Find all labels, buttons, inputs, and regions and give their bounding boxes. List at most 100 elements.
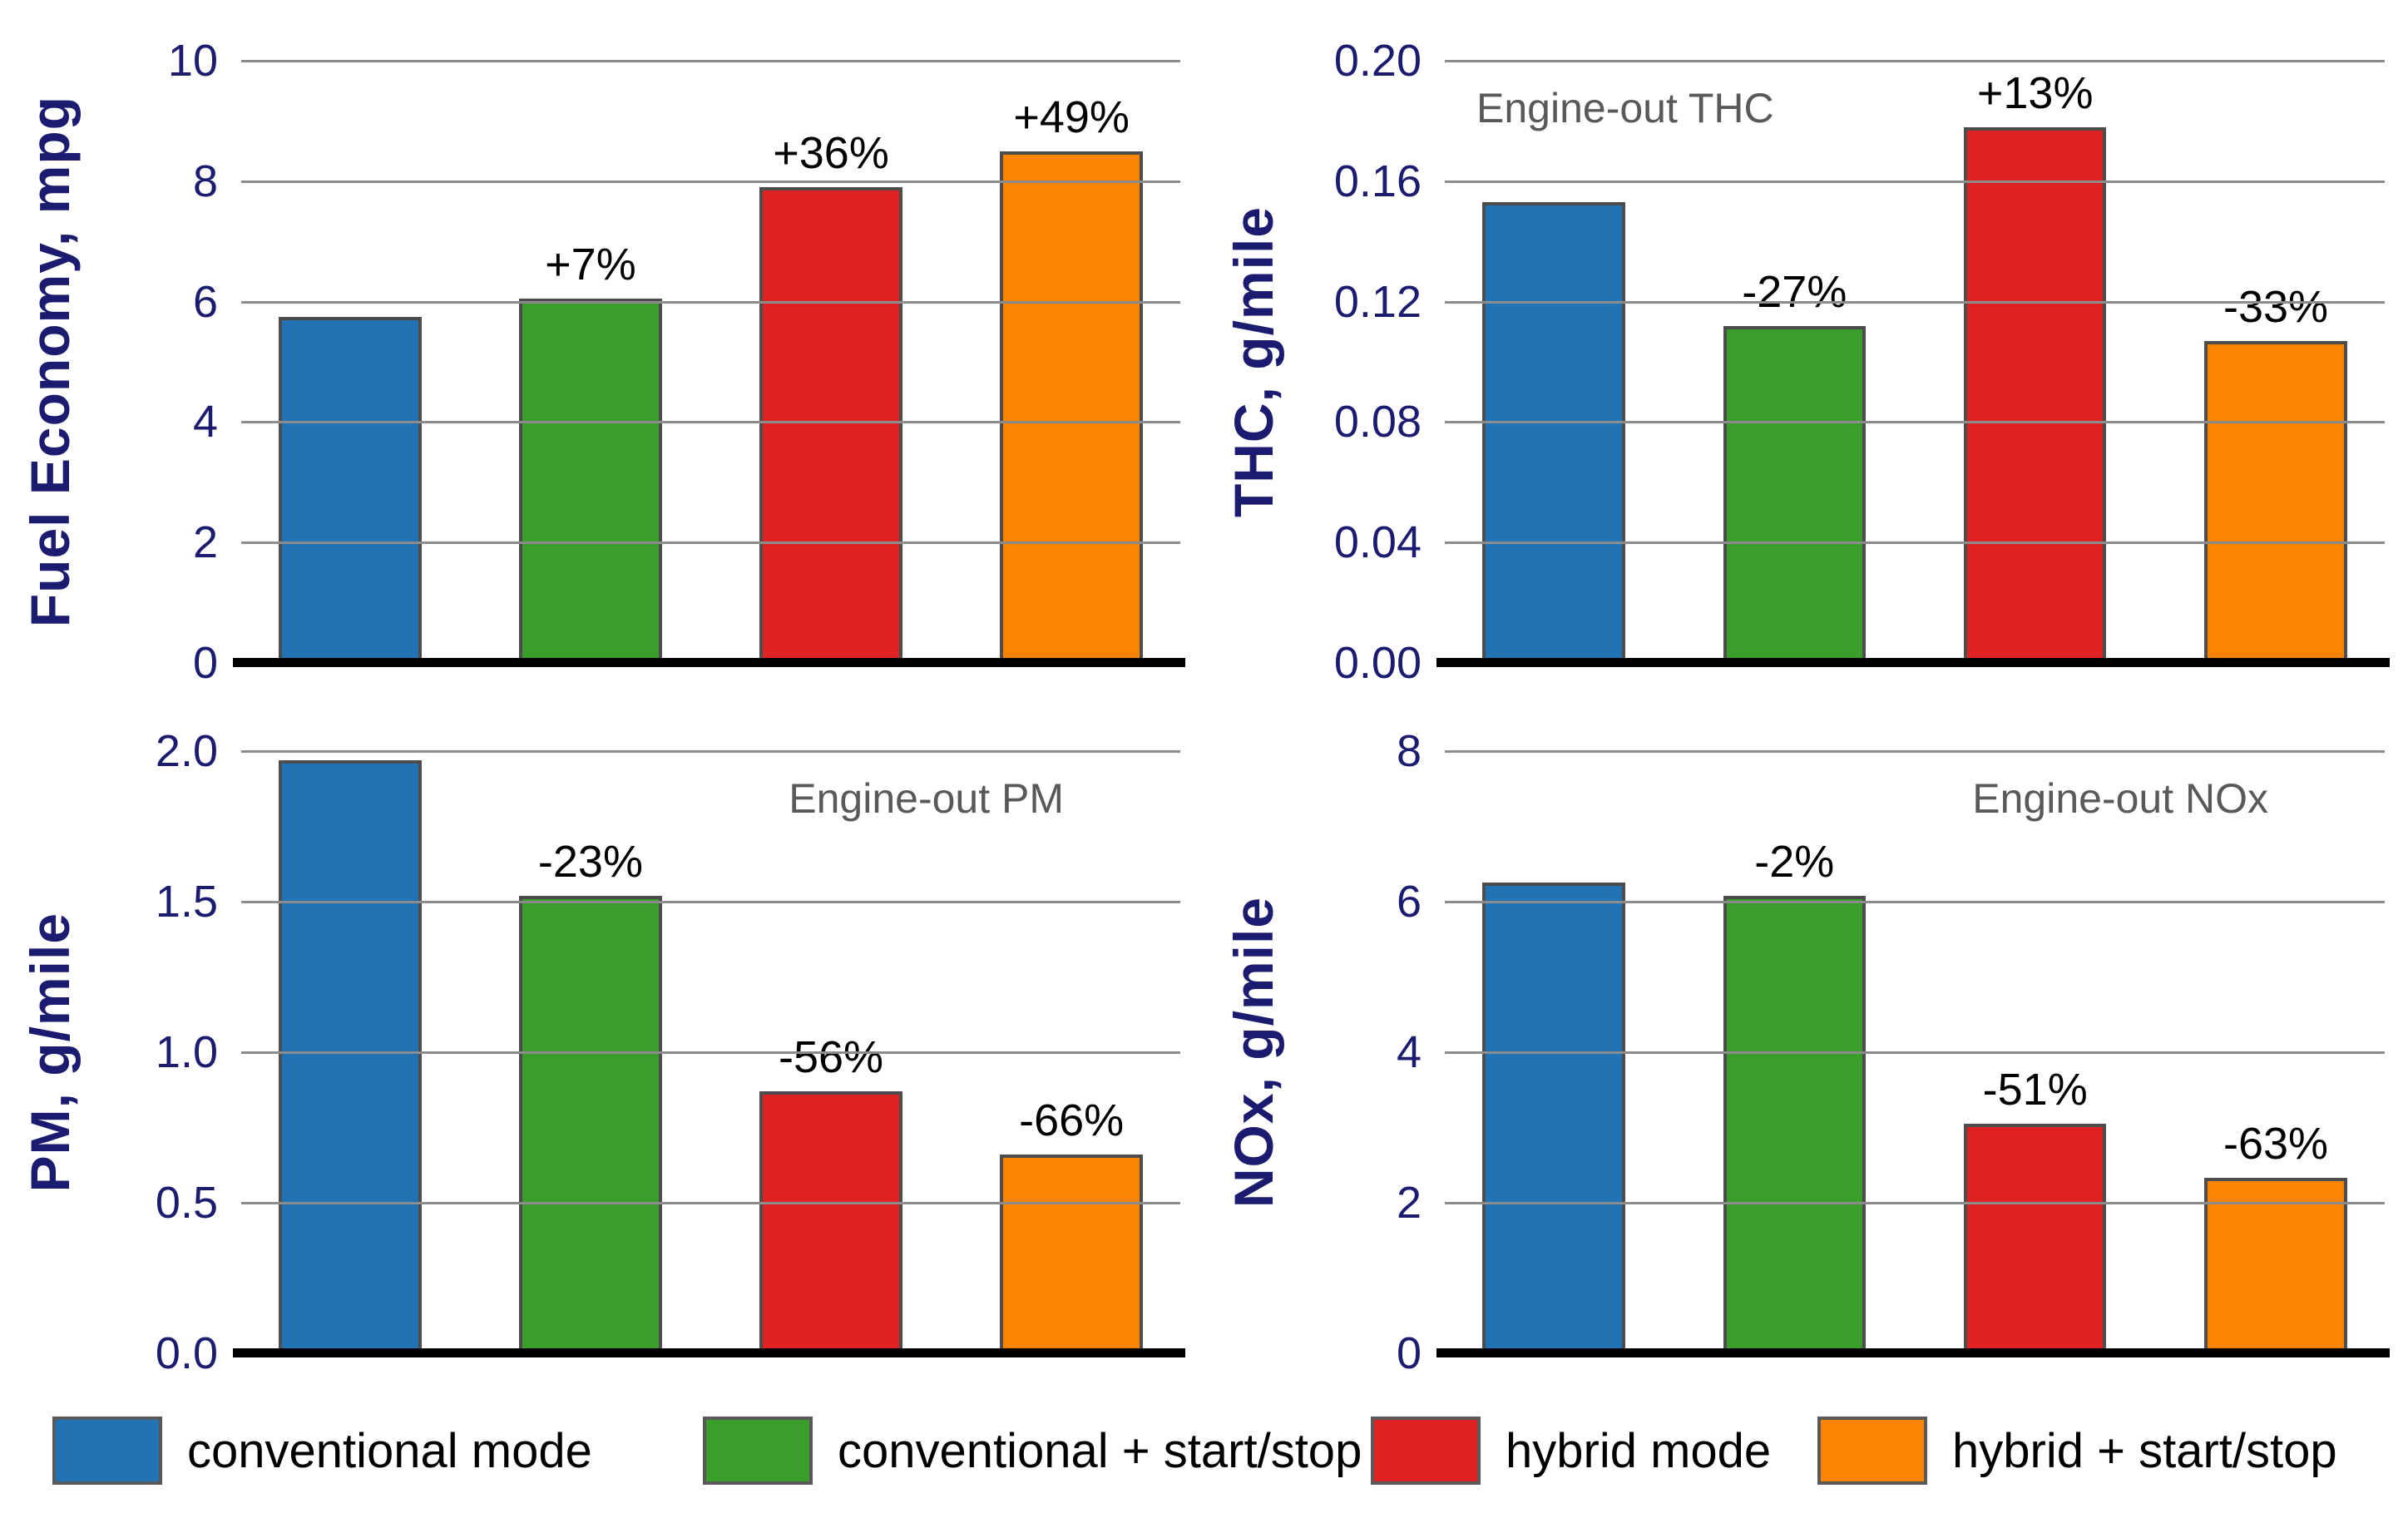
bars-group: -23% -56% -66%	[241, 751, 1180, 1353]
y-tick-label: 0.04	[1333, 517, 1422, 568]
y-axis-ticks: 0.00 0.04 0.08 0.12 0.16 0.20	[1303, 36, 1445, 688]
percent-change-label: +36%	[773, 128, 889, 179]
gridline	[1445, 60, 2385, 62]
gridline	[1445, 750, 2385, 753]
legend-swatch	[1371, 1417, 1481, 1485]
legend-label: conventional mode	[187, 1423, 592, 1478]
bars-group: +7% +36% +49%	[241, 61, 1180, 663]
gridline	[1445, 1051, 2385, 1054]
bar-conventional-mode	[279, 759, 422, 1353]
gridline	[241, 60, 1180, 62]
y-tick-label: 0.5	[155, 1178, 218, 1228]
y-tick-label: 4	[192, 397, 218, 448]
gridline	[241, 180, 1180, 183]
percent-change-label: -33%	[2223, 281, 2329, 332]
chart-thc: THC, g/mile 0.00 0.04 0.08 0.12 0.16 0.20 Eng…	[1204, 0, 2408, 715]
chart-fuel-economy: Fuel Economy, mpg 0 2 4 6 8 10 +7% +36% +49%	[0, 0, 1204, 715]
y-axis-column: NOx, g/mile	[1204, 751, 1303, 1353]
bar-hybrid-start-stop: -63%	[2204, 1119, 2347, 1353]
bar-conventional-mode	[279, 316, 422, 663]
percent-change-label: -63%	[2223, 1119, 2329, 1169]
y-tick-label: 10	[167, 36, 218, 86]
y-tick-label: 1.5	[155, 877, 218, 927]
chart-nox: NOx, g/mile 0 2 4 6 8 Engine-out NOx -2% -51%…	[1204, 715, 2408, 1381]
legend-label: conventional + start/stop	[838, 1423, 1362, 1478]
y-tick-label: 6	[1396, 877, 1422, 927]
bar-hybrid-mode: +13%	[1963, 68, 2107, 663]
gridline	[241, 901, 1180, 903]
y-tick-label: 0.00	[1333, 638, 1422, 688]
y-tick-label: 2.0	[155, 726, 218, 776]
chart-title: Engine-out NOx	[1972, 775, 2268, 822]
percent-change-label: -66%	[1019, 1095, 1125, 1146]
legend-label: hybrid + start/stop	[1952, 1423, 2337, 1478]
legend-swatch	[703, 1417, 813, 1485]
y-tick-label: 2	[1396, 1178, 1422, 1228]
y-tick-label: 1.0	[155, 1027, 218, 1077]
chart-pm: PM, g/mile 0.0 0.5 1.0 1.5 2.0 Engine-out PM…	[0, 715, 1204, 1381]
y-tick-label: 4	[1396, 1027, 1422, 1077]
bar-hybrid-start-stop: +49%	[1000, 92, 1143, 663]
chart-title: Engine-out PM	[789, 775, 1064, 822]
bar-conventional-start-stop: -27%	[1723, 267, 1867, 663]
y-axis-ticks: 0 2 4 6 8	[1303, 726, 1445, 1378]
gridline	[241, 750, 1180, 753]
gridline	[241, 421, 1180, 424]
y-tick-label: 0.0	[155, 1328, 218, 1378]
bar-hybrid-mode: -56%	[759, 1032, 902, 1353]
bar-conventional-start-stop: +7%	[519, 240, 662, 663]
y-axis-title: Fuel Economy, mpg	[19, 96, 81, 628]
legend-item-conventional-mode: conventional mode	[52, 1417, 592, 1485]
percent-change-label: +7%	[545, 239, 636, 289]
x-axis-baseline	[1436, 1348, 2390, 1357]
percent-change-label: -27%	[1742, 266, 1847, 317]
x-axis-baseline	[1436, 658, 2390, 667]
y-tick-label: 0	[1396, 1328, 1422, 1378]
legend-label: hybrid mode	[1506, 1423, 1772, 1478]
bar-hybrid-start-stop: -66%	[1000, 1095, 1143, 1353]
legend-item-conventional-start-stop: conventional + start/stop	[703, 1417, 1362, 1485]
gridline	[1445, 901, 2385, 903]
plot-area: +7% +36% +49%	[233, 60, 1185, 667]
y-tick-label: 8	[1396, 726, 1422, 776]
percent-change-label: -2%	[1754, 836, 1835, 887]
gridline	[1445, 421, 2385, 424]
legend-swatch	[1817, 1417, 1927, 1485]
bar-hybrid-start-stop: -33%	[2204, 282, 2347, 663]
bar-conventional-mode	[1482, 202, 1625, 663]
y-tick-label: 0.12	[1333, 276, 1422, 327]
legend-item-hybrid-start-stop: hybrid + start/stop	[1817, 1417, 2337, 1485]
legend: conventional mode conventional + start/st…	[0, 1381, 2408, 1523]
bar-conventional-start-stop: -23%	[519, 837, 662, 1353]
bars-group: -2% -51% -63%	[1445, 751, 2385, 1353]
y-tick-label: 2	[192, 517, 218, 568]
chart-title: Engine-out THC	[1476, 85, 1774, 131]
legend-swatch	[52, 1417, 162, 1485]
percent-change-label: -56%	[779, 1032, 884, 1083]
y-axis-column: THC, g/mile	[1204, 61, 1303, 663]
y-axis-column: Fuel Economy, mpg	[0, 61, 100, 663]
y-axis-title: PM, g/mile	[19, 912, 81, 1193]
gridline	[241, 300, 1180, 304]
gridline	[241, 1202, 1180, 1204]
bar-hybrid-mode: -51%	[1963, 1065, 2107, 1353]
gridline	[1445, 300, 2385, 304]
bar-hybrid-mode: +36%	[759, 128, 902, 663]
y-tick-label: 0.08	[1333, 397, 1422, 448]
bar-conventional-mode	[1482, 883, 1625, 1353]
y-tick-label: 0	[192, 638, 218, 688]
y-axis-column: PM, g/mile	[0, 751, 100, 1353]
x-axis-baseline	[233, 658, 1185, 667]
gridline	[1445, 541, 2385, 545]
y-axis-title: THC, g/mile	[1223, 205, 1284, 518]
y-tick-label: 6	[192, 276, 218, 327]
percent-change-label: +49%	[1013, 91, 1130, 142]
y-tick-label: 0.20	[1333, 36, 1422, 86]
charts-grid: Fuel Economy, mpg 0 2 4 6 8 10 +7% +36% +49% TH…	[0, 0, 2408, 1381]
gridline	[241, 541, 1180, 545]
plot-area: Engine-out THC -27% +13% -33%	[1436, 60, 2390, 667]
y-tick-label: 8	[192, 156, 218, 206]
y-axis-ticks: 0.0 0.5 1.0 1.5 2.0	[100, 726, 241, 1378]
gridline	[241, 1051, 1180, 1054]
